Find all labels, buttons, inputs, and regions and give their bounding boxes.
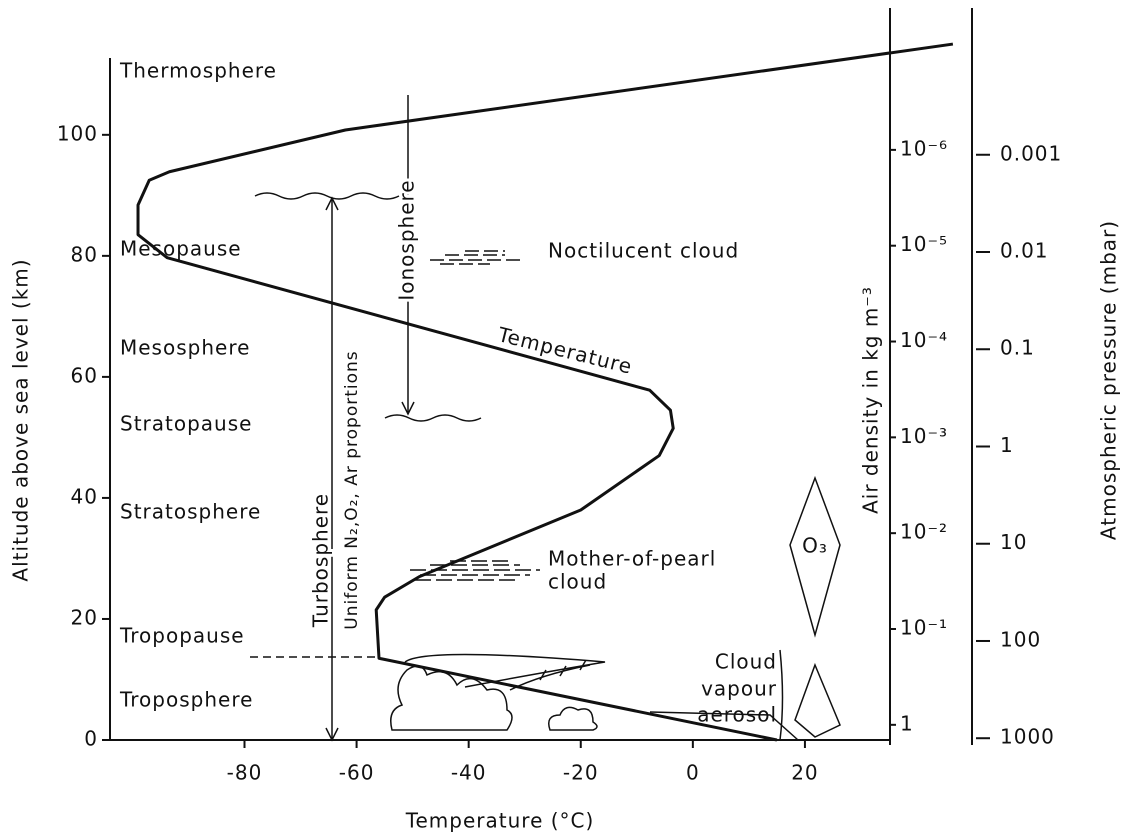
y2-tick-label: 10⁻¹ (900, 615, 948, 639)
y2-tick-label: 10⁻² (900, 520, 948, 544)
y-tick-label: 40 (71, 484, 98, 508)
annotation: Turbosphere (309, 493, 333, 628)
x-tick-label: 20 (791, 761, 818, 785)
annotation: vapour (701, 677, 777, 701)
y3-tick-label: 1000 (1000, 725, 1055, 749)
y2-tick-label: 10⁻³ (900, 424, 948, 448)
y2-axis-title: Air density in kg m⁻³ (859, 286, 883, 514)
layer-label: Troposphere (119, 688, 253, 712)
pearl-dashes (410, 560, 540, 581)
x-tick-label: -60 (339, 761, 375, 785)
annotation: Uniform N₂,O₂, Ar proportions (342, 350, 362, 629)
y3-axis-title: Atmospheric pressure (mbar) (1097, 220, 1121, 540)
arrow-head (401, 401, 415, 416)
bracket (779, 649, 784, 741)
cumulus (390, 665, 513, 731)
ozone-diamond (789, 475, 841, 638)
annotation: Cloud (715, 650, 777, 674)
layer-label: Mesopause (120, 237, 242, 261)
y3-tick-label: 0.01 (1000, 239, 1049, 263)
x-tick-label: -40 (451, 761, 487, 785)
y-tick-label: 80 (71, 242, 98, 266)
cumulus (548, 706, 598, 731)
layer-label: Mesosphere (120, 336, 250, 360)
x-tick-label: -80 (227, 761, 263, 785)
temperature-line (136, 42, 954, 742)
annotation: Mother-of-pearl (548, 547, 716, 571)
wavy-line (254, 192, 400, 200)
annotation: cloud (548, 570, 607, 594)
y2-tick-label: 1 (900, 711, 914, 735)
annotation: Ionosphere (395, 179, 419, 300)
temperature-label: Temperature (495, 322, 635, 379)
layer-label: Thermosphere (119, 59, 277, 83)
annotation: Noctilucent cloud (548, 239, 739, 263)
annotation: aerosol (697, 703, 777, 727)
aerosol-leader (649, 711, 799, 741)
y-tick-label: 0 (84, 727, 98, 751)
wavy-line (384, 414, 482, 422)
noctilucent-dashes (430, 250, 520, 265)
y-axis-title: Altitude above sea level (km) (9, 258, 33, 581)
decorations (109, 8, 973, 745)
x-tick-label: -20 (563, 761, 599, 785)
y-tick-label: 100 (57, 121, 98, 145)
y2-tick-label: 10⁻⁴ (900, 328, 948, 352)
y-tick-label: 20 (71, 605, 98, 629)
annotation: O₃ (802, 534, 828, 558)
y3-tick-label: 1 (1000, 433, 1014, 457)
y3-tick-label: 0.001 (1000, 141, 1062, 165)
y2-tick-label: 10⁻⁵ (900, 232, 948, 256)
x-tick-label: 0 (686, 761, 700, 785)
layer-label: Stratosphere (120, 500, 261, 524)
layer-label: Tropopause (119, 624, 245, 648)
y-tick-label: 60 (71, 363, 98, 387)
y3-tick-label: 10 (1000, 530, 1027, 554)
layer-label: Stratopause (120, 412, 252, 436)
aerosol-diamond (794, 662, 841, 738)
y2-tick-label: 10⁻⁶ (900, 136, 948, 160)
cirrus (404, 653, 606, 691)
x-axis-title: Temperature (°C) (405, 809, 595, 833)
y3-tick-label: 100 (1000, 627, 1041, 651)
y3-tick-label: 0.1 (1000, 336, 1035, 360)
